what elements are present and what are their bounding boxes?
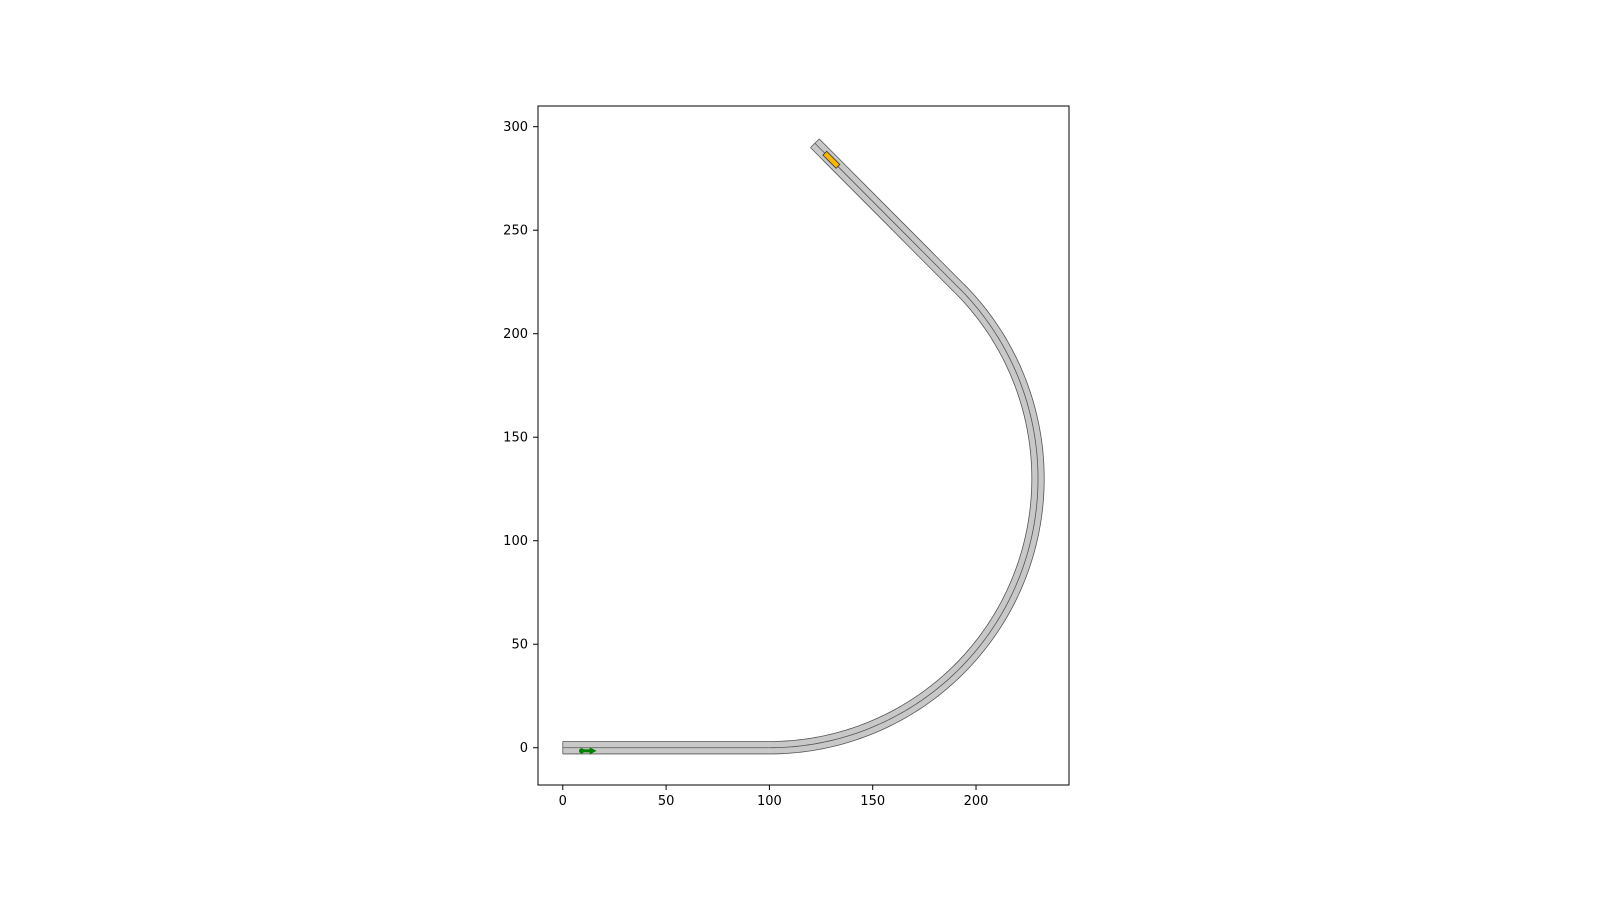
road-edge-right-2 — [818, 138, 964, 285]
road-edge-right-1 — [769, 283, 1045, 755]
y-tick-label-4: 200 — [503, 327, 528, 342]
road-edge-left-2 — [810, 147, 956, 294]
road-lane-divider-2 — [814, 142, 960, 289]
y-axis: 0 50 100 150 200 250 300 — [503, 120, 538, 756]
road-end-cap — [810, 138, 820, 148]
road-lane-divider-1 — [769, 288, 1039, 749]
x-tick-label-1: 50 — [658, 794, 675, 809]
y-tick-label-6: 300 — [503, 120, 528, 135]
vehicle-other — [822, 150, 841, 169]
plot-area — [562, 138, 1045, 755]
y-tick-label-5: 250 — [503, 224, 528, 239]
x-axis: 0 50 100 150 200 — [559, 785, 989, 809]
x-tick-label-2: 100 — [757, 794, 782, 809]
vehicle-other-body — [822, 150, 841, 169]
y-tick-label-2: 100 — [503, 534, 528, 549]
y-tick-label-3: 150 — [503, 431, 528, 446]
x-tick-label-4: 200 — [964, 794, 989, 809]
road-layer — [562, 138, 1045, 755]
y-tick-label-1: 50 — [511, 638, 528, 653]
axes-frame — [537, 105, 1070, 786]
y-tick-label-0: 0 — [520, 741, 528, 756]
x-tick-label-0: 0 — [559, 794, 567, 809]
road-edge-left-1 — [769, 292, 1033, 742]
vehicle-ego-tail — [578, 748, 585, 754]
vehicle-layer — [578, 150, 841, 755]
x-tick-label-3: 150 — [860, 794, 885, 809]
vehicle-ego-head — [589, 747, 597, 755]
vehicle-ego — [578, 747, 597, 755]
